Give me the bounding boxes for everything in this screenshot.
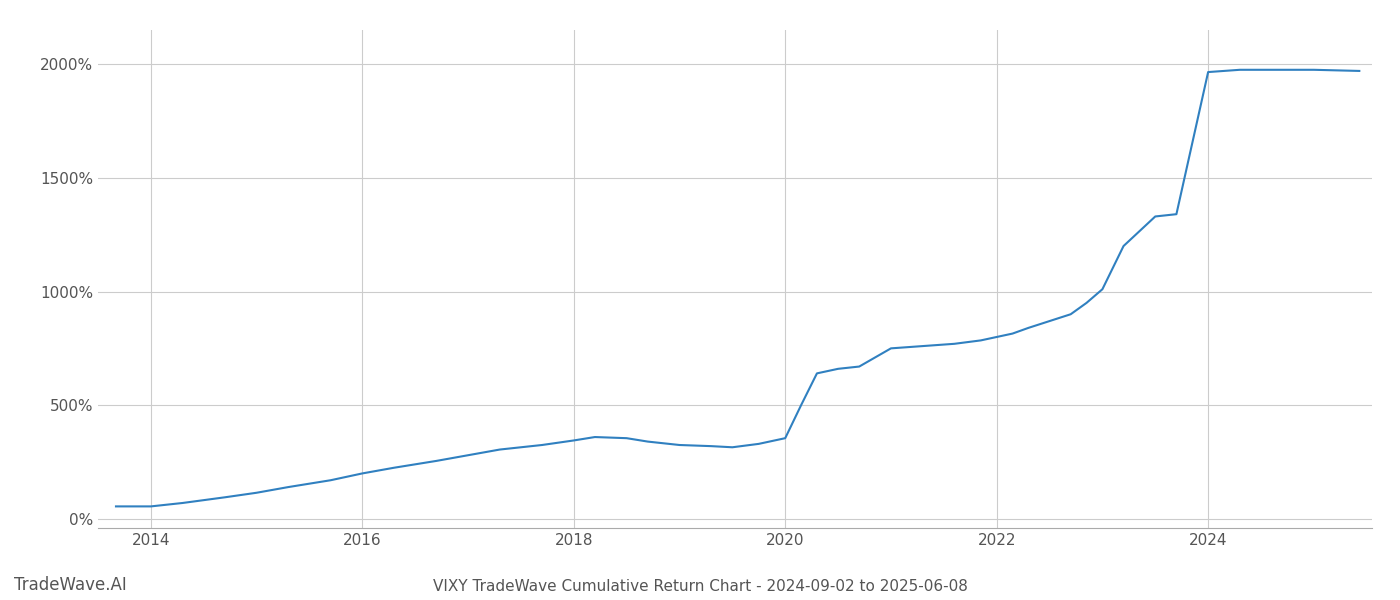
Text: VIXY TradeWave Cumulative Return Chart - 2024-09-02 to 2025-06-08: VIXY TradeWave Cumulative Return Chart -… — [433, 579, 967, 594]
Text: TradeWave.AI: TradeWave.AI — [14, 576, 127, 594]
